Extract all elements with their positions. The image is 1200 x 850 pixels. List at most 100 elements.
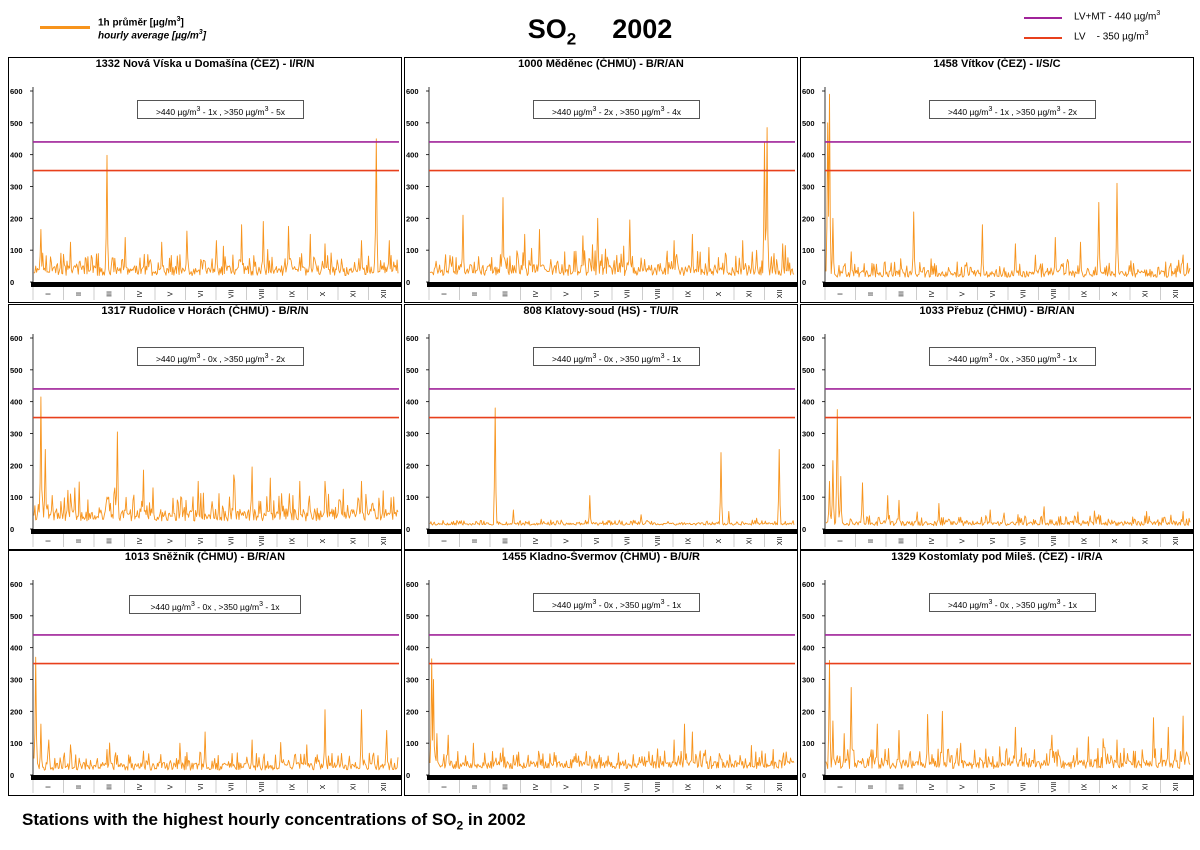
station-chart-title: 1455 Kladno-Švermov (ČHMÚ) - B/U/R — [501, 551, 701, 563]
y-tick-label: 400 — [802, 644, 815, 653]
station-chart-panel: 1332 Nová Víska u Domašína (ČEZ) - I/R/N… — [8, 57, 402, 303]
hourly-average-series — [429, 407, 795, 526]
y-tick-label: 500 — [10, 366, 23, 375]
hourly-average-series — [33, 138, 399, 277]
y-tick-label: 300 — [406, 430, 419, 439]
x-tick-label: X — [320, 291, 327, 296]
station-chart-title: 1458 Vítkov (ČEZ) - I/S/C — [933, 58, 1061, 70]
station-chart-panel: 1000 Měděnec (ČHMÚ) - B/R/AN 0 100 200 300 40… — [404, 57, 798, 303]
x-tick-label: VII — [1020, 537, 1027, 546]
x-tick-label: VI — [594, 291, 601, 298]
y-tick-label: 300 — [10, 430, 23, 439]
x-tick-label: VIII — [655, 289, 662, 300]
x-tick-label: VI — [990, 538, 997, 545]
y-tick-label: 200 — [10, 214, 23, 223]
x-tick-label: VIII — [1051, 289, 1058, 300]
station-chart-title: 1033 Přebuz (ČHMÚ) - B/R/AN — [919, 305, 1075, 317]
series-legend-swatch — [40, 26, 90, 29]
x-tick-label: XI — [746, 538, 753, 545]
exceedance-count-box: >440 µg/m3 - 1x , >350 µg/m3 - 5x — [137, 100, 304, 119]
x-tick-label: IX — [685, 537, 692, 544]
x-tick-label: XII — [381, 290, 388, 299]
x-tick-label: II — [76, 292, 83, 296]
y-tick-label: 0 — [406, 771, 410, 780]
x-tick-label: IV — [137, 537, 144, 544]
station-chart-title: 1332 Nová Víska u Domašína (ČEZ) - I/R/N — [95, 58, 315, 70]
exceedance-count-box: >440 µg/m3 - 1x , >350 µg/m3 - 2x — [929, 100, 1096, 119]
x-axis-baseline — [31, 282, 401, 287]
x-tick-label: V — [563, 291, 570, 296]
x-tick-label: VII — [1020, 290, 1027, 299]
y-tick-label: 300 — [406, 183, 419, 192]
x-tick-label: XII — [777, 537, 784, 546]
station-chart-panel: 808 Klatovy-soud (HS) - T/U/R 0 100 200 300 4… — [404, 304, 798, 550]
x-tick-label: XI — [1142, 538, 1149, 545]
x-tick-label: III — [898, 538, 905, 544]
station-chart-title: 808 Klatovy-soud (HS) - T/U/R — [523, 305, 679, 317]
x-tick-label: VII — [228, 290, 235, 299]
y-tick-label: 100 — [10, 246, 23, 255]
x-tick-label: V — [167, 291, 174, 296]
exceedance-count-box: >440 µg/m3 - 0x , >350 µg/m3 - 1x — [929, 347, 1096, 366]
x-tick-label: VIII — [259, 289, 266, 300]
x-tick-label: V — [167, 538, 174, 543]
station-chart-panel: 1033 Přebuz (ČHMÚ) - B/R/AN 0 100 200 300 400… — [800, 304, 1194, 550]
x-axis-baseline — [427, 529, 797, 534]
x-tick-label: XI — [1142, 291, 1149, 298]
series-legend-english: hourly average [µg/m3] — [98, 29, 207, 42]
x-tick-label: XII — [381, 783, 388, 792]
x-tick-label: IV — [137, 783, 144, 790]
limit-legend-label: LV - 350 µg/m3 — [1074, 30, 1149, 43]
x-tick-label: V — [563, 784, 570, 789]
y-tick-label: 200 — [802, 707, 815, 716]
station-chart-panel: 1317 Rudolice v Horách (ČHMÚ) - B/R/N 0 10… — [8, 304, 402, 550]
y-tick-label: 500 — [10, 119, 23, 128]
y-tick-label: 0 — [10, 771, 14, 780]
exceedance-count-box: >440 µg/m3 - 0x , >350 µg/m3 - 1x — [929, 593, 1096, 612]
hourly-average-series — [429, 658, 795, 770]
y-tick-label: 500 — [10, 612, 23, 621]
x-tick-label: XII — [1173, 537, 1180, 546]
x-axis-baseline — [823, 775, 1193, 780]
x-tick-label: XII — [777, 783, 784, 792]
station-chart-panel: 1013 Sněžník (ČHMÚ) - B/R/AN 0 100 200 300 40… — [8, 550, 402, 796]
x-tick-label: V — [167, 784, 174, 789]
y-tick-label: 600 — [406, 580, 419, 589]
y-tick-label: 0 — [10, 525, 14, 534]
x-tick-label: IX — [1081, 783, 1088, 790]
y-tick-label: 300 — [10, 183, 23, 192]
x-tick-label: XII — [1173, 290, 1180, 299]
x-tick-label: II — [76, 785, 83, 789]
x-tick-label: I — [837, 786, 844, 788]
exceedance-count-box: >440 µg/m3 - 2x , >350 µg/m3 - 4x — [533, 100, 700, 119]
x-tick-label: IX — [685, 783, 692, 790]
y-tick-label: 300 — [10, 676, 23, 685]
x-tick-label: I — [45, 293, 52, 295]
x-tick-label: IV — [929, 290, 936, 297]
hourly-average-series — [33, 656, 399, 771]
y-tick-label: 0 — [406, 525, 410, 534]
x-tick-label: X — [716, 784, 723, 789]
y-tick-label: 300 — [406, 676, 419, 685]
y-tick-label: 500 — [406, 119, 419, 128]
x-tick-label: X — [716, 538, 723, 543]
y-tick-label: 400 — [406, 398, 419, 407]
x-tick-label: II — [472, 785, 479, 789]
y-tick-label: 600 — [406, 334, 419, 343]
y-tick-label: 400 — [802, 151, 815, 160]
y-tick-label: 600 — [802, 334, 815, 343]
x-tick-label: IV — [929, 537, 936, 544]
x-tick-label: IV — [137, 290, 144, 297]
x-tick-label: VII — [228, 537, 235, 546]
x-tick-label: II — [76, 539, 83, 543]
x-tick-label: VI — [198, 291, 205, 298]
x-axis-baseline — [31, 775, 401, 780]
y-tick-label: 500 — [802, 366, 815, 375]
